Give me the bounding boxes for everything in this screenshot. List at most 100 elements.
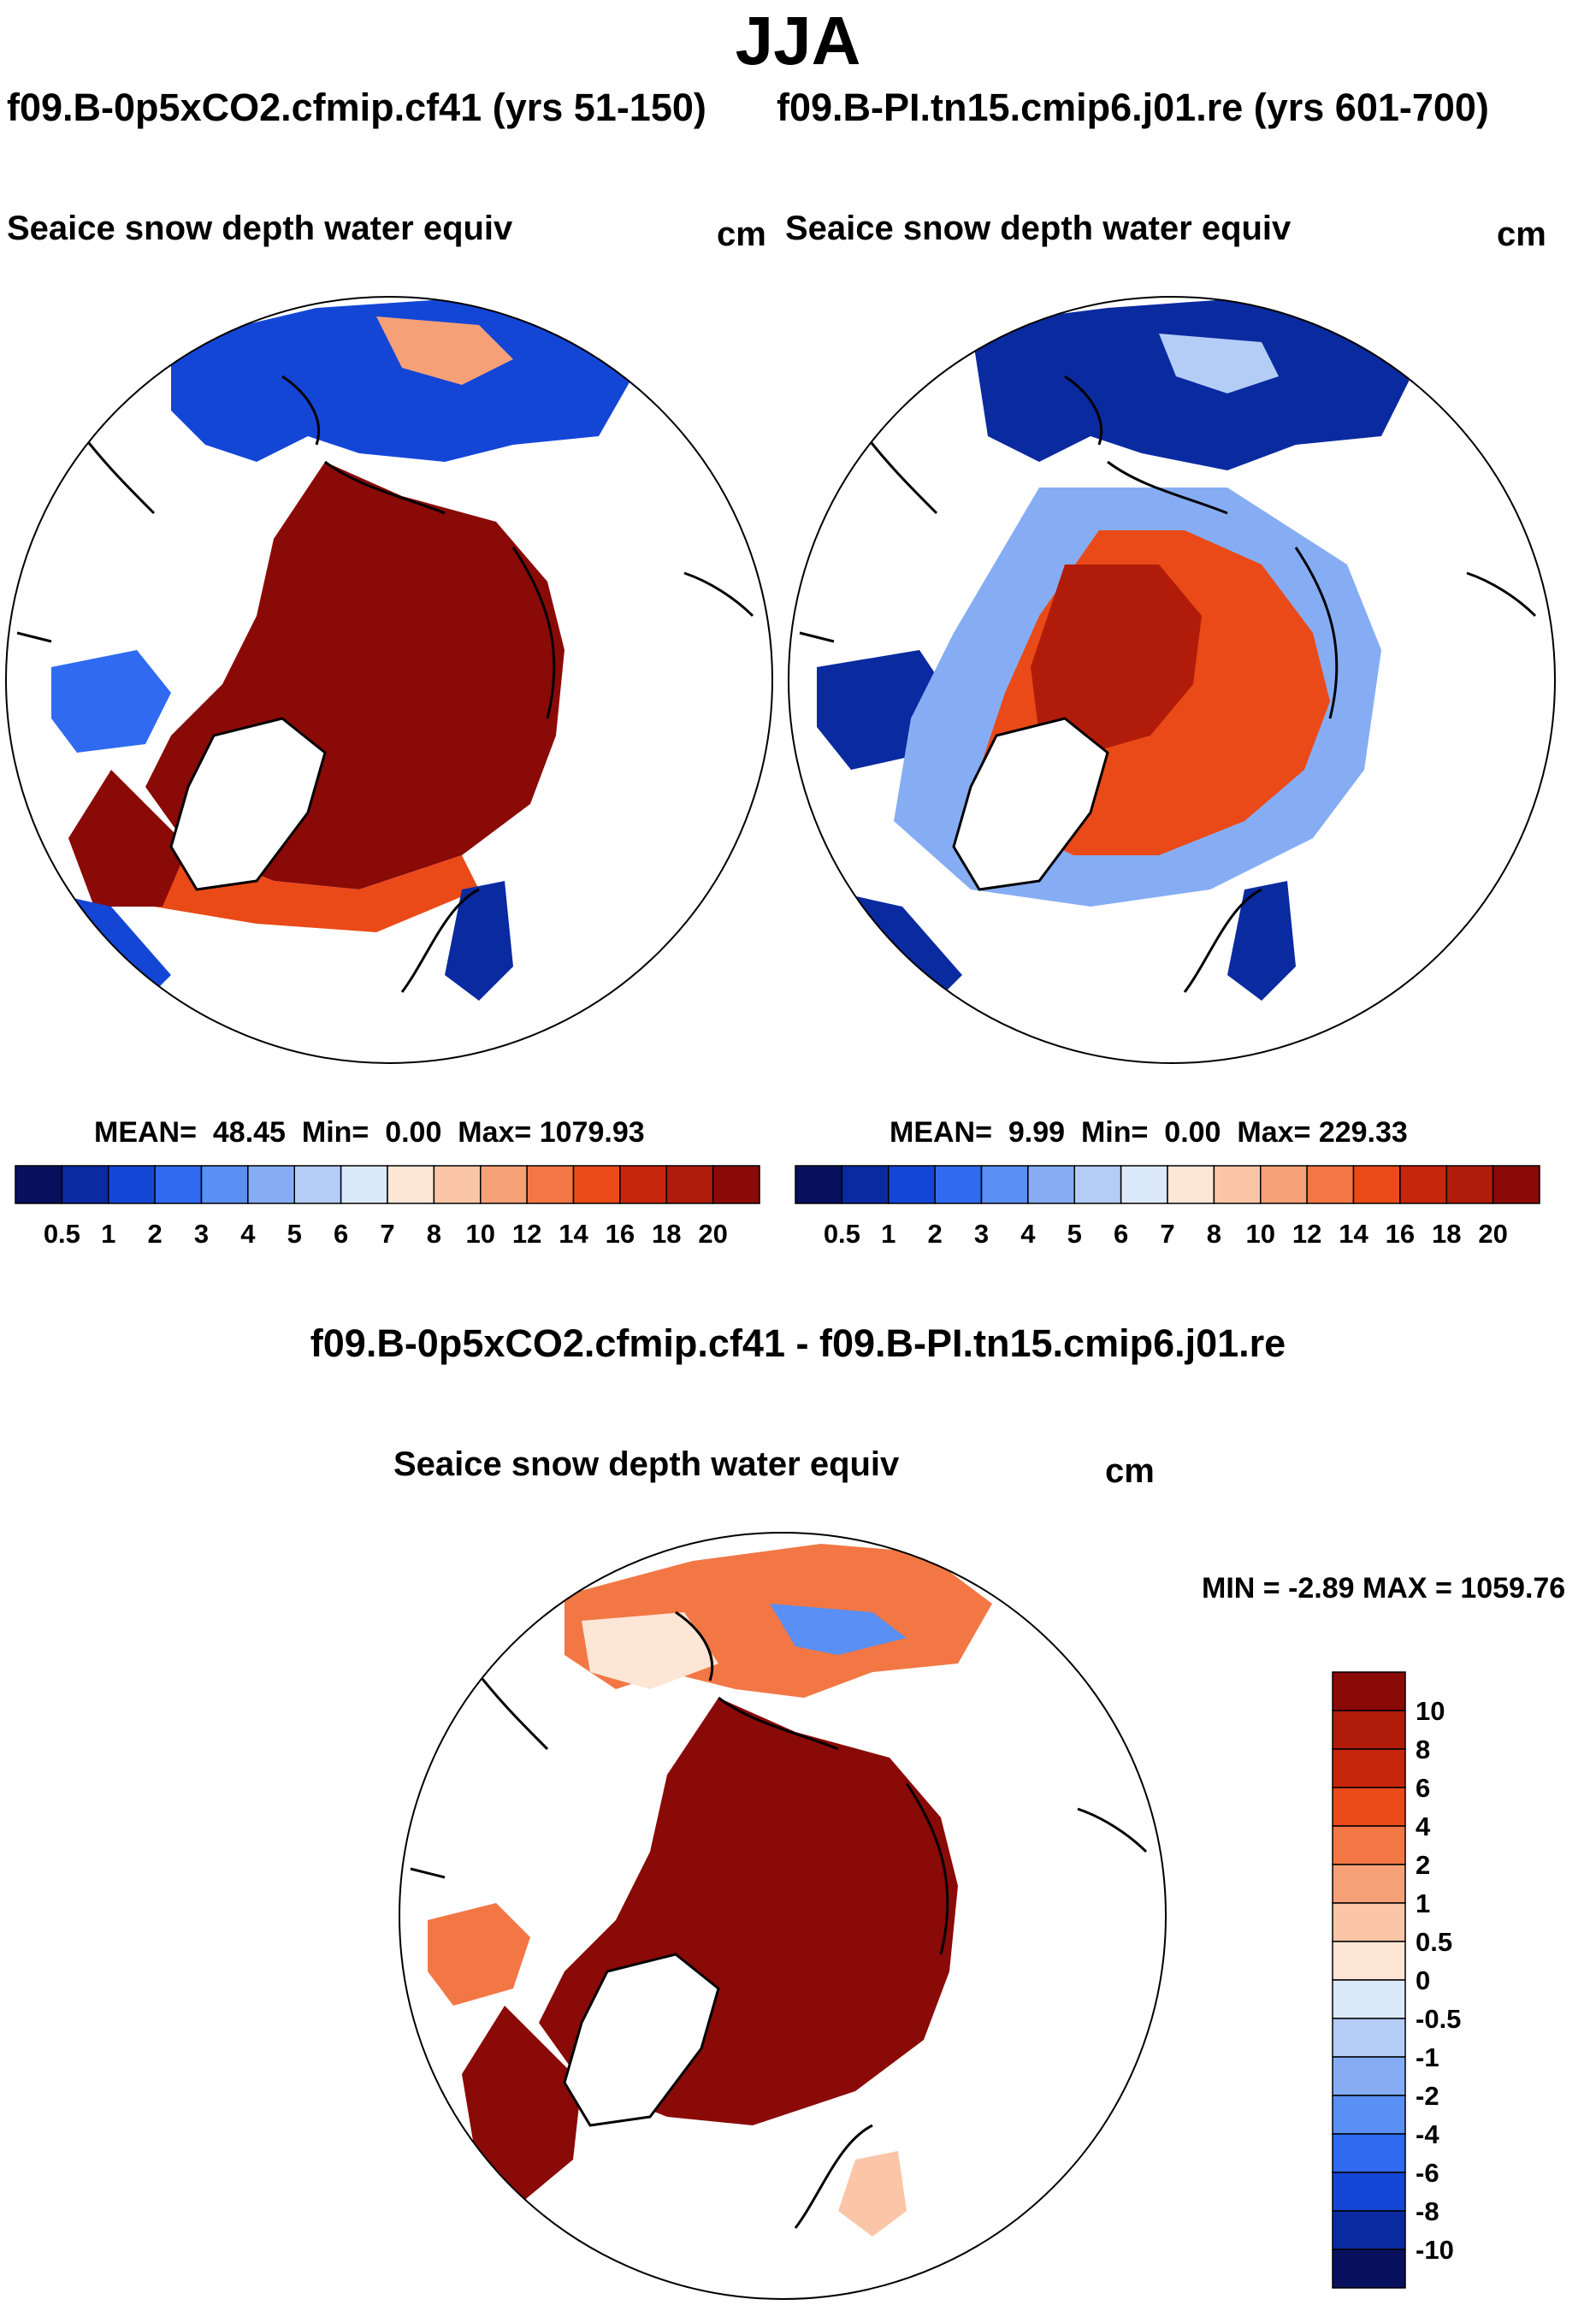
greenland-land [563,1953,720,2127]
panel2-colorbar-swatch [888,1165,936,1204]
panel1-colorbar-tick-label: 18 [652,1219,681,1249]
difference-colorbar-tick-label: -10 [1416,2235,1454,2265]
difference-colorbar-swatch [1332,2018,1406,2058]
panel2-colorbar-swatch [1167,1165,1215,1204]
panel1-colorbar-tick-label: 16 [606,1219,635,1249]
panel1-colorbar-swatch [61,1165,109,1204]
difference-colorbar-swatch [1332,1710,1406,1750]
panel1-colorbar: 0.5 1 2 3 4 5 6 7 8 10 12 14 16 18 20 [15,1165,760,1249]
difference-colorbar-swatch [1332,1825,1406,1865]
difference-colorbar-swatch [1332,1902,1406,1942]
panel2-colorbar-tick-label: 7 [1160,1219,1174,1249]
difference-colorbar-tick-label: 0.5 [1416,1927,1452,1957]
panel2-colorbar-swatch [934,1165,983,1204]
panel2-colorbar-tick-label: 12 [1292,1219,1321,1249]
case2-title: f09.B-PI.tn15.cmip6.j01.re (yrs 601-700) [777,86,1489,129]
panel1-colorbar-swatch [665,1165,714,1204]
panel2-colorbar-swatch [1027,1165,1075,1204]
difference-colorbar-swatch [1332,1748,1406,1788]
difference-colorbar-swatch [1332,1941,1406,1981]
case1-title: f09.B-0p5xCO2.cfmip.cf41 (yrs 51-150) [7,86,706,129]
greenland-land [169,717,327,891]
difference-colorbar-swatch [1332,2095,1406,2135]
panel1-colorbar-tick-label: 2 [148,1219,163,1249]
panel2-colorbar-swatch [841,1165,890,1204]
difference-colorbar-tick-label: 10 [1416,1696,1445,1726]
panel1-colorbar-swatch [247,1165,295,1204]
panel1-colorbar-tick-label: 8 [427,1219,441,1249]
greenland-sea-ice [68,770,188,907]
bering-light [582,1612,718,1689]
difference-colorbar-swatch [1332,2249,1406,2289]
difference-colorbar-swatch [1332,1979,1406,2019]
panel2-colorbar-swatch [1492,1165,1540,1204]
panel2-colorbar-swatch [795,1165,843,1204]
panel2-mean-value: 9.99 [1008,1116,1066,1149]
coastlines [799,375,1537,993]
baltic-diff [838,2151,907,2237]
panel1-colorbar-tick-label: 10 [466,1219,495,1249]
panel2-colorbar-tick-label: 18 [1432,1219,1461,1249]
panel2-variable-label: Seaice snow depth water equiv [785,210,1292,247]
panel2-colorbar-swatch [1213,1165,1262,1204]
panel1-colorbar-tick-label: 4 [240,1219,256,1249]
difference-colorbar: 10 8 6 4 2 1 0.5 0 -0.5 -1 -2 -4 -6 -8 -10 [1332,1671,1461,2289]
panel2-colorbar-tick-label: 1 [881,1219,896,1249]
difference-minmax: MIN = -2.89 MAX = 1059.76 [1202,1572,1566,1605]
panel1-colorbar-swatch [572,1165,621,1204]
difference-colorbar-tick-label: -0.5 [1416,2004,1461,2034]
panel1-colorbar-swatch [293,1165,342,1204]
panel1-mean-value: 48.45 [212,1116,286,1149]
season-title: JJA [735,3,861,79]
panel1-colorbar-swatch [619,1165,667,1204]
difference-colorbar-swatch [1332,2056,1406,2096]
difference-colorbar-tick-label: -6 [1416,2158,1439,2188]
difference-colorbar-swatch [1332,2133,1406,2173]
panel1-colorbar-tick-label: 6 [334,1219,348,1249]
difference-colorbar-tick-label: -1 [1416,2042,1439,2072]
coastlines [16,375,754,993]
bering-warm-patch [376,316,513,385]
bering-negative [770,1604,907,1655]
panel2-colorbar-swatch [1399,1165,1447,1204]
panel1-variable-label: Seaice snow depth water equiv [7,210,513,247]
panel2-colorbar-swatch [1260,1165,1308,1204]
central-arctic-core [1031,564,1202,753]
panel1-colorbar-tick-label: 7 [380,1219,394,1249]
baltic-ice [445,881,513,1001]
difference-colorbar-tick-label: -4 [1416,2119,1439,2149]
panel2-colorbar-swatch [1073,1165,1122,1204]
panel2-colorbar-swatch [1445,1165,1494,1204]
panel2-colorbar-tick-label: 8 [1207,1219,1221,1249]
panel1-colorbar-swatch [340,1165,388,1204]
panel1-colorbar-tick-label: 14 [559,1219,588,1249]
panel1-stats: MEAN= 48.45 Min= 0.00 Max= 1079.93 [94,1116,645,1150]
difference-colorbar-tick-label: 2 [1416,1850,1430,1880]
difference-variable-label: Seaice snow depth water equiv [393,1445,900,1483]
panel2-colorbar-tick-label: 3 [974,1219,989,1249]
difference-title: f09.B-0p5xCO2.cfmip.cf41 - f09.B-PI.tn15… [310,1321,1286,1365]
panel2-min-value: 0.00 [1164,1116,1221,1149]
difference-colorbar-tick-label: 4 [1416,1811,1431,1841]
difference-units-label: cm [1105,1452,1155,1490]
panel2-colorbar-tick-label: 2 [928,1219,943,1249]
panel1-colorbar-tick-label: 20 [698,1219,727,1249]
greenland-sea-diff [462,2006,582,2202]
panel2-colorbar-swatch [980,1165,1029,1204]
difference-colorbar-swatch [1332,2172,1406,2212]
panel1-colorbar-swatch [480,1165,528,1204]
difference-colorbar-swatch [1332,1671,1406,1711]
panel1-max-label: Max= [458,1116,532,1149]
panel1-max-value: 1079.93 [539,1116,645,1149]
panel1-colorbar-tick-label: 0.5 [44,1219,80,1249]
panel2-colorbar: 0.5 1 2 3 4 5 6 7 8 10 12 14 16 18 20 [795,1165,1540,1249]
panel1-colorbar-tick-label: 5 [287,1219,302,1249]
difference-colorbar-swatch [1332,2210,1406,2250]
panel2-min-label: Min= [1080,1116,1149,1149]
panel1-colorbar-swatch [154,1165,203,1204]
panel1-units-label: cm [717,216,766,253]
panel1-mean-label: MEAN= [94,1116,197,1149]
panel1-colorbar-tick-label: 1 [101,1219,115,1249]
bering-sea-ice [971,299,1416,470]
panel1-colorbar-swatch [15,1165,63,1204]
